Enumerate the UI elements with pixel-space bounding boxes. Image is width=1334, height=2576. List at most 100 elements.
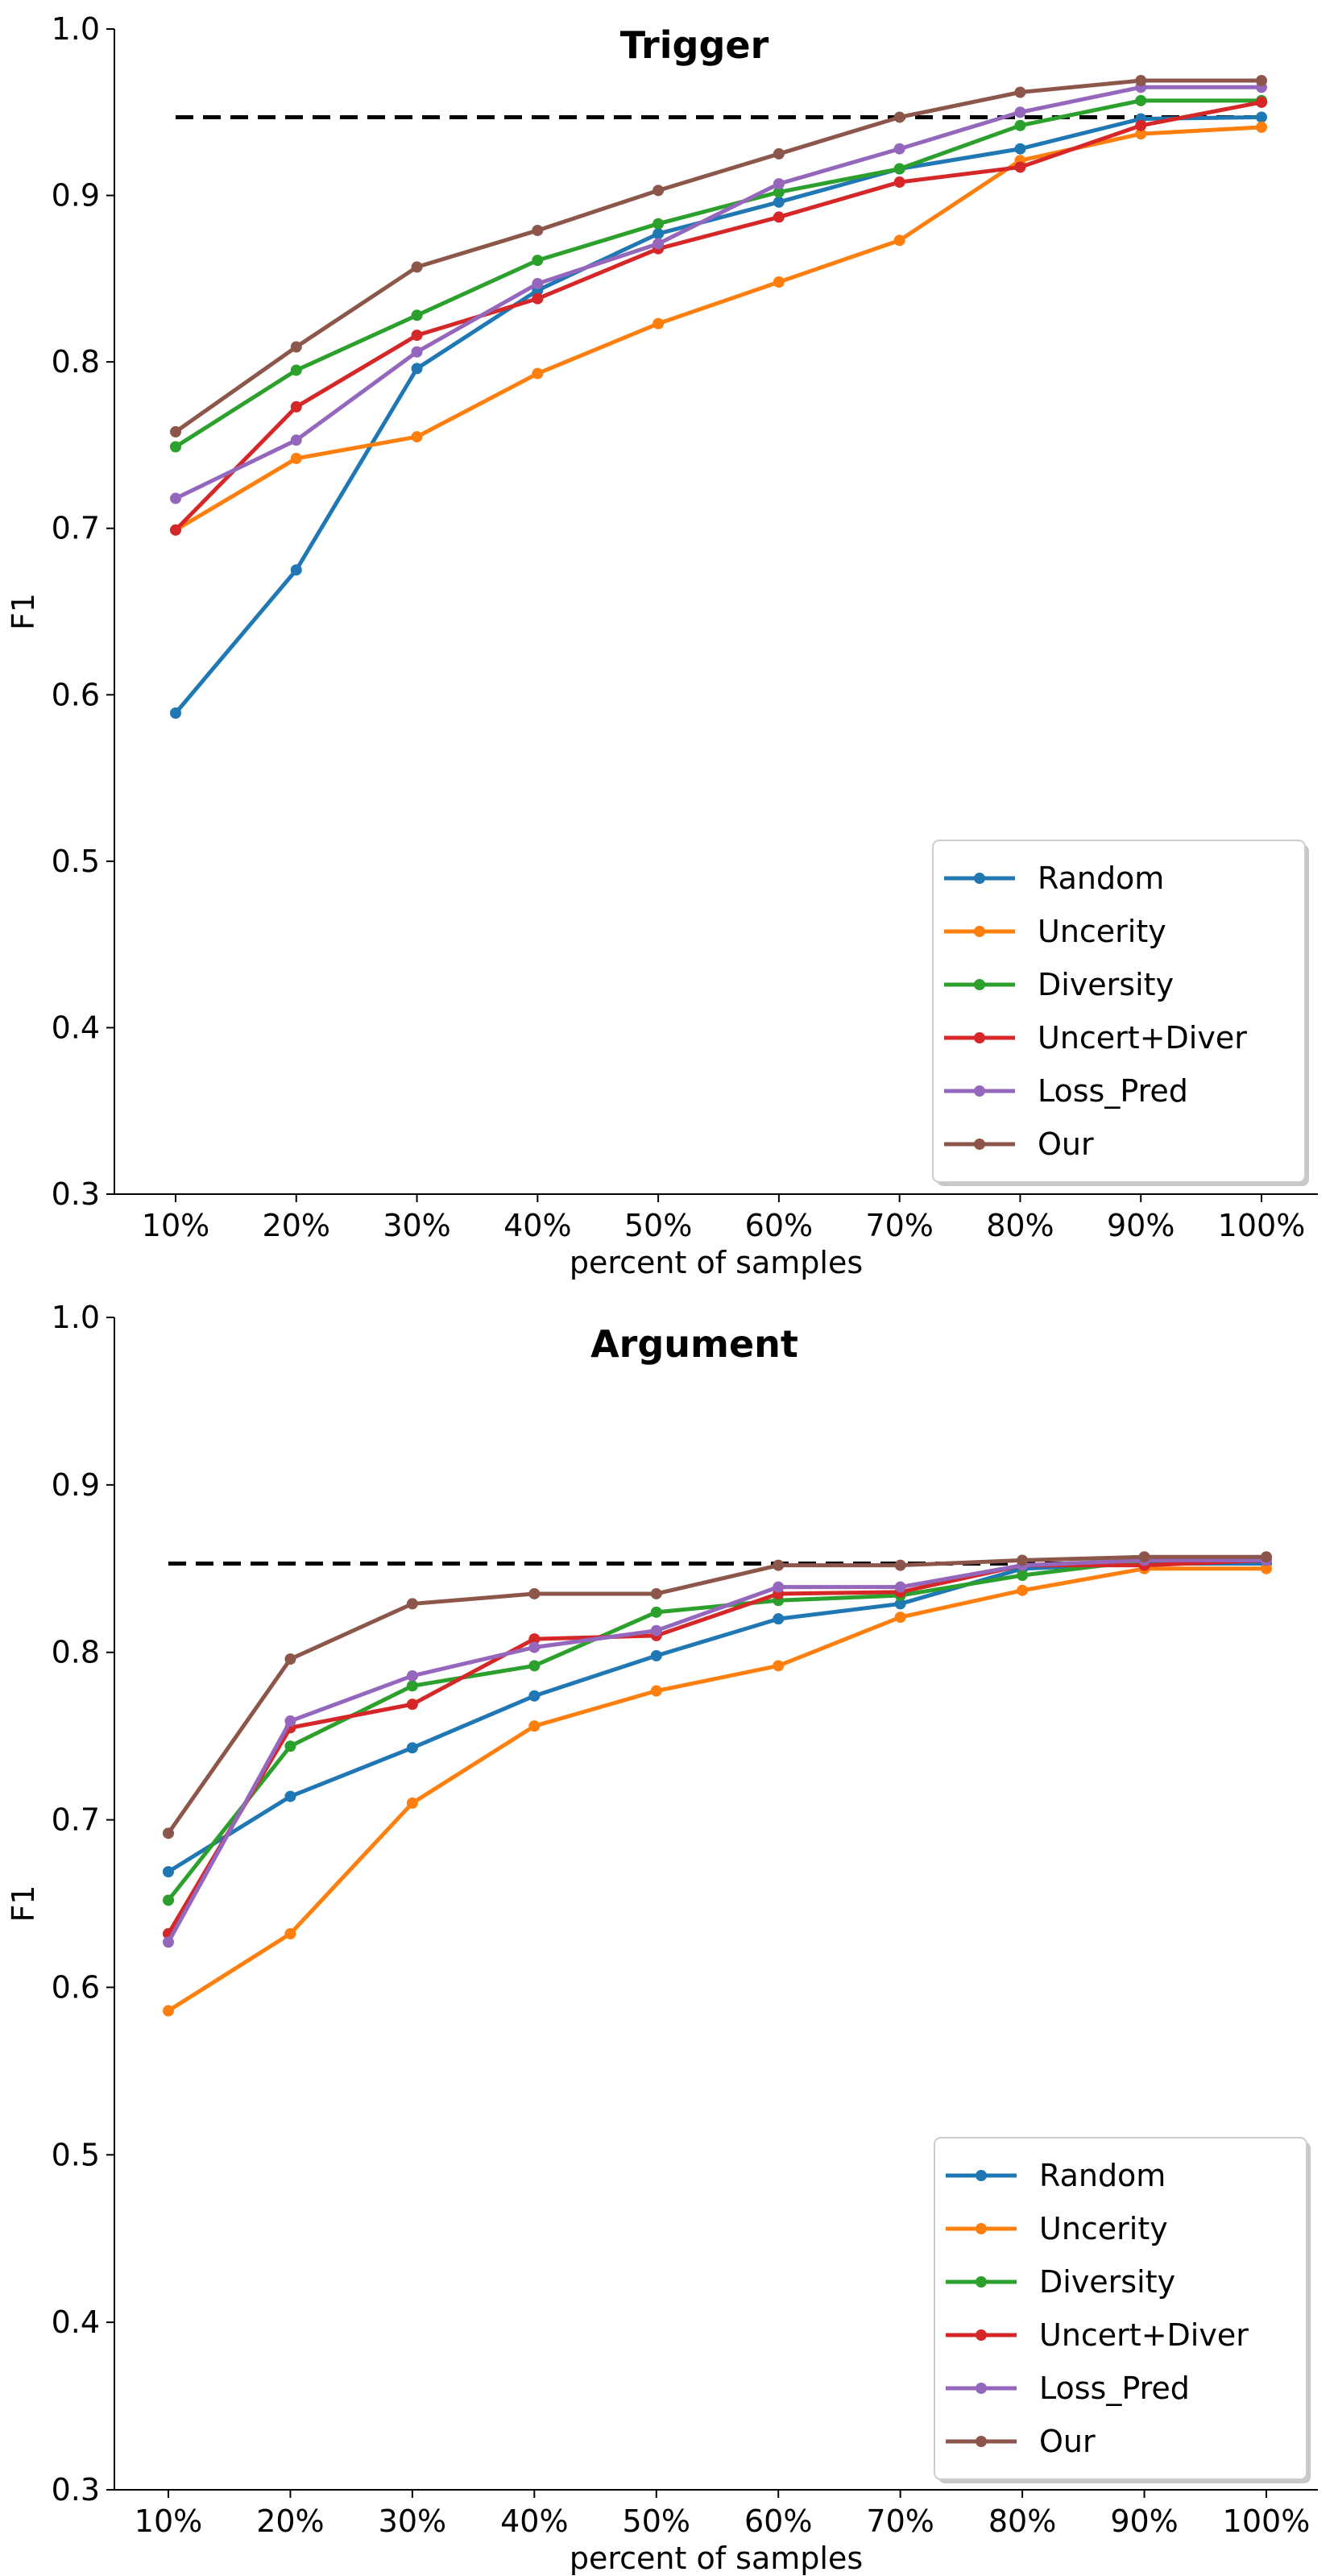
data-point bbox=[284, 1790, 296, 1802]
data-point bbox=[650, 1649, 662, 1661]
x-axis-label: percent of samples bbox=[570, 2541, 863, 2576]
x-tick-label: 20% bbox=[256, 2503, 324, 2539]
data-point bbox=[773, 1660, 785, 1672]
legend-label: Random bbox=[1039, 2158, 1166, 2193]
data-point bbox=[652, 228, 665, 240]
x-tick-label: 30% bbox=[379, 2503, 446, 2539]
y-tick-label: 0.6 bbox=[52, 677, 100, 712]
series-loss-pred bbox=[170, 81, 1267, 504]
data-point bbox=[1014, 86, 1026, 98]
legend-label: Diversity bbox=[1039, 2264, 1175, 2300]
legend-box bbox=[932, 840, 1306, 1183]
x-tick-label: 10% bbox=[135, 2503, 202, 2539]
data-point bbox=[650, 1606, 662, 1618]
data-point bbox=[773, 1613, 785, 1625]
legend-swatch-marker bbox=[976, 2329, 987, 2341]
x-tick-label: 70% bbox=[865, 1208, 933, 1243]
data-point bbox=[163, 2005, 174, 2017]
y-tick-label: 0.7 bbox=[52, 1802, 100, 1838]
data-point bbox=[528, 1660, 541, 1672]
x-tick-label: 100% bbox=[1218, 1208, 1306, 1243]
data-point bbox=[773, 1559, 785, 1571]
data-point bbox=[1017, 1570, 1029, 1582]
data-point bbox=[1135, 94, 1147, 106]
x-tick-label: 80% bbox=[988, 2503, 1056, 2539]
data-point bbox=[290, 400, 302, 413]
legend-label: Loss_Pred bbox=[1039, 2371, 1190, 2406]
data-point bbox=[652, 317, 665, 330]
x-tick-label: 10% bbox=[142, 1208, 209, 1243]
data-point bbox=[170, 524, 181, 536]
data-point bbox=[893, 163, 905, 175]
data-point bbox=[893, 143, 905, 155]
data-point bbox=[1256, 111, 1267, 123]
x-axis-label: percent of samples bbox=[570, 1245, 863, 1280]
data-point bbox=[894, 1559, 906, 1571]
data-point bbox=[650, 1685, 662, 1697]
x-tick-label: 50% bbox=[623, 2503, 690, 2539]
data-point bbox=[290, 434, 302, 446]
x-tick-label: 80% bbox=[986, 1208, 1054, 1243]
chart-trigger: 0.3 0.4 0.5 0.6 0.7 0.8 0.9 1.0 10% 20% 30% 40% 50% 6… bbox=[6, 11, 1318, 1280]
data-point bbox=[411, 309, 423, 321]
data-point bbox=[528, 1587, 541, 1599]
data-point bbox=[773, 186, 785, 198]
y-tick-label: 0.6 bbox=[52, 1969, 100, 2005]
data-point bbox=[163, 1936, 174, 1948]
series-our bbox=[170, 75, 1267, 438]
x-tick-label: 50% bbox=[624, 1208, 692, 1243]
legend-label: Diversity bbox=[1038, 967, 1174, 1002]
data-point bbox=[163, 1866, 174, 1878]
data-point bbox=[532, 367, 544, 380]
x-tick-label: 90% bbox=[1107, 1208, 1174, 1243]
data-point bbox=[1138, 1551, 1150, 1563]
series-our bbox=[163, 1551, 1272, 1840]
data-point bbox=[170, 425, 181, 438]
data-point bbox=[170, 707, 181, 720]
data-point bbox=[773, 211, 785, 223]
legend-swatch-marker bbox=[976, 2276, 987, 2288]
data-point bbox=[773, 147, 785, 160]
x-tick-label: 60% bbox=[745, 1208, 813, 1243]
data-point bbox=[652, 218, 665, 230]
legend-label: Our bbox=[1038, 1126, 1094, 1162]
y-tick-label: 1.0 bbox=[52, 11, 100, 47]
x-tick-label: 60% bbox=[744, 2503, 812, 2539]
data-point bbox=[894, 1598, 906, 1610]
data-point bbox=[406, 1742, 418, 1754]
data-point bbox=[650, 1624, 662, 1636]
data-point bbox=[284, 1715, 296, 1727]
chart-title: Trigger bbox=[620, 23, 769, 67]
series-line bbox=[166, 1558, 1267, 1935]
data-point bbox=[528, 1720, 541, 1732]
legend-label: Our bbox=[1039, 2424, 1096, 2459]
legend-swatch-marker bbox=[976, 2223, 987, 2234]
data-point bbox=[406, 1598, 418, 1610]
data-point bbox=[411, 330, 423, 342]
y-axis-label: F1 bbox=[6, 1885, 41, 1922]
legend-label: Uncerity bbox=[1038, 914, 1166, 949]
x-tick-label: 70% bbox=[866, 2503, 934, 2539]
data-point bbox=[1256, 96, 1267, 108]
y-tick-label: 0.4 bbox=[52, 2304, 100, 2340]
x-tick-label: 40% bbox=[503, 1208, 571, 1243]
series-line bbox=[174, 98, 1262, 449]
y-tick-label: 0.5 bbox=[52, 2137, 100, 2172]
data-point bbox=[532, 224, 544, 236]
data-point bbox=[1017, 1554, 1029, 1566]
legend: Random Uncerity Diversity Uncert+Diver Loss_… bbox=[934, 2137, 1311, 2483]
series-line bbox=[166, 1558, 1266, 1943]
series-line bbox=[174, 100, 1262, 532]
data-point bbox=[170, 492, 181, 504]
legend-swatch-marker bbox=[974, 1085, 985, 1097]
data-point bbox=[773, 196, 785, 208]
data-point bbox=[1135, 128, 1147, 140]
data-point bbox=[411, 346, 423, 358]
data-point bbox=[406, 1680, 418, 1692]
series-uncert-diver bbox=[170, 96, 1267, 536]
legend-label: Uncert+Diver bbox=[1039, 2317, 1249, 2353]
x-tick-label: 40% bbox=[500, 2503, 568, 2539]
data-point bbox=[773, 1581, 785, 1593]
y-tick-label: 0.5 bbox=[52, 844, 100, 879]
x-tick-label: 100% bbox=[1223, 2503, 1311, 2539]
